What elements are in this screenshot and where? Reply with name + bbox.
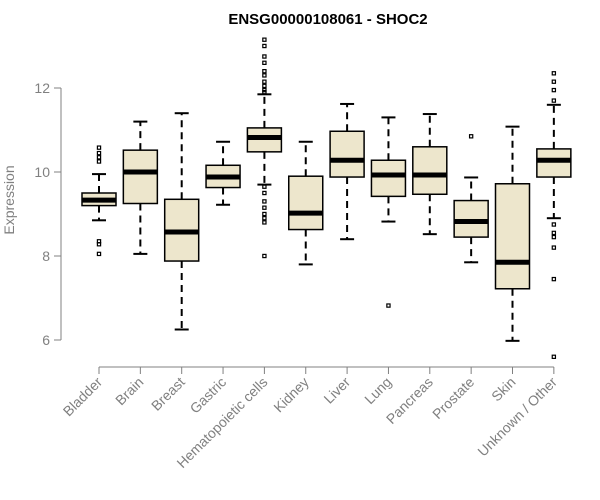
iqr-box xyxy=(412,146,448,196)
box-unknown-other xyxy=(536,71,572,360)
x-tick-label: Brain xyxy=(112,374,146,408)
chart-title: ENSG00000108061 - SHOC2 xyxy=(228,11,427,28)
outlier-point xyxy=(262,184,267,189)
box-gastric xyxy=(205,140,241,206)
y-axis: 6 8 10 12 xyxy=(34,80,62,348)
outlier-point xyxy=(96,251,102,257)
outlier-point xyxy=(262,60,267,66)
outlier-point xyxy=(551,87,557,93)
x-tick-label: Skin xyxy=(488,374,519,405)
outlier-point xyxy=(96,159,102,164)
outlier-point xyxy=(262,253,267,259)
box-kidney xyxy=(288,140,324,266)
y-tick-label: 6 xyxy=(42,332,50,348)
x-tick-label: Prostate xyxy=(429,374,477,422)
outlier-point xyxy=(386,303,391,308)
outlier-point xyxy=(262,220,267,225)
outlier-point xyxy=(551,71,557,76)
outlier-point xyxy=(551,79,557,84)
outlier-point xyxy=(551,98,557,103)
y-axis-label: Expression xyxy=(1,165,17,234)
y-tick-label: 12 xyxy=(34,80,50,96)
x-tick-label: Lung xyxy=(361,374,394,407)
box-skin xyxy=(494,125,531,342)
outlier-point xyxy=(262,216,267,221)
x-tick-label: Breast xyxy=(148,374,188,414)
x-tick-label: Bladder xyxy=(60,374,106,420)
outlier-point xyxy=(551,230,557,236)
x-tick-label: Liver xyxy=(320,374,353,407)
iqr-box xyxy=(536,148,572,178)
iqr-box xyxy=(122,149,159,205)
outlier-point xyxy=(262,190,267,196)
outlier-point xyxy=(262,89,267,95)
outlier-point xyxy=(262,211,267,217)
box-prostate xyxy=(453,134,489,264)
outlier-point xyxy=(262,199,267,204)
box-pancreas xyxy=(412,113,448,236)
outlier-point xyxy=(262,68,267,74)
outlier-point xyxy=(96,242,102,247)
outlier-point xyxy=(96,145,102,150)
box-breast xyxy=(163,112,200,331)
boxes-group xyxy=(81,37,572,360)
outlier-point xyxy=(262,73,267,78)
outlier-point xyxy=(262,79,267,84)
outlier-point xyxy=(551,354,557,360)
outlier-point xyxy=(262,83,267,89)
outlier-point xyxy=(551,222,557,227)
outlier-point xyxy=(551,276,557,282)
iqr-box xyxy=(288,175,324,231)
box-hematopoietic-cells xyxy=(246,37,283,259)
box-liver xyxy=(329,102,365,241)
y-tick-label: 8 xyxy=(42,248,50,264)
outlier-point xyxy=(262,54,267,59)
outlier-point xyxy=(96,155,102,160)
box-lung xyxy=(370,116,407,308)
box-brain xyxy=(122,120,159,255)
outlier-point xyxy=(468,134,474,139)
outlier-point xyxy=(551,234,557,240)
iqr-box xyxy=(494,183,531,290)
iqr-box xyxy=(329,130,365,178)
box-bladder xyxy=(81,145,117,257)
outlier-point xyxy=(262,43,267,49)
outlier-point xyxy=(262,37,267,42)
y-tick-label: 10 xyxy=(34,164,50,180)
outlier-point xyxy=(262,205,267,210)
x-tick-label: Kidney xyxy=(270,374,312,416)
iqr-box xyxy=(370,159,407,198)
outlier-point xyxy=(96,150,102,156)
outlier-point xyxy=(551,245,557,250)
iqr-box xyxy=(453,199,489,238)
